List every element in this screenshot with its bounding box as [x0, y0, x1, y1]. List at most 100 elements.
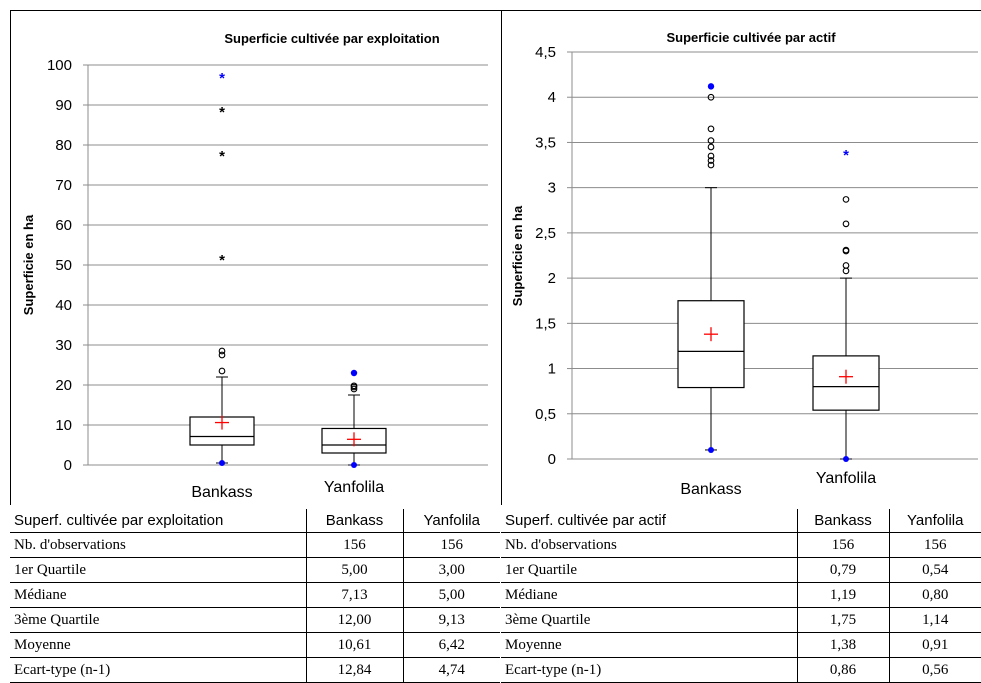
- x-category-label: Yanfolila: [816, 470, 876, 487]
- y-tick-label: 60: [55, 217, 72, 234]
- x-category-label: Yanfolila: [324, 479, 384, 496]
- y-tick-label: 0: [548, 451, 556, 468]
- row-label: Moyenne: [10, 632, 306, 658]
- row-value: 156: [402, 532, 500, 558]
- iqr-box: [677, 300, 745, 389]
- outlier-point: [707, 137, 715, 144]
- min-marker: [708, 446, 714, 453]
- y-tick-label: 3,5: [535, 134, 556, 151]
- table-row: Nb. d'observations 156 156: [10, 532, 500, 558]
- extreme-outlier-point: *: [219, 104, 225, 121]
- y-tick-label: 80: [55, 137, 72, 154]
- y-tick-label: 4,5: [535, 44, 556, 61]
- outlier-point: [842, 246, 850, 254]
- outlier-point: [707, 157, 715, 164]
- y-tick-label: 90: [55, 97, 72, 114]
- y-tick-label: 2,5: [535, 225, 556, 242]
- x-category-label: Bankass: [191, 484, 252, 501]
- row-value: 9,13: [402, 607, 500, 633]
- table-header-label: Superf. cultivée par actif: [501, 509, 797, 533]
- stats-table-actif: Superf. cultivée par actif Bankass Yanfoli…: [501, 509, 981, 683]
- table-header-label: Superf. cultivée par exploitation: [10, 509, 306, 533]
- min-marker: [219, 460, 225, 466]
- outlier-point: [350, 385, 358, 393]
- table-row: 3ème Quartile 1,75 1,14: [501, 607, 981, 633]
- row-value: 1,38: [796, 632, 889, 658]
- outlier-point: [842, 267, 850, 275]
- table-row: Nb. d'observations 156 156: [501, 532, 981, 558]
- outlier-point: [707, 143, 715, 151]
- chart-title: Superficie cultivée par exploitation: [224, 31, 439, 46]
- row-value: 156: [796, 532, 889, 558]
- y-tick-label: 40: [55, 297, 72, 314]
- outlier-point: [218, 351, 226, 359]
- y-tick-label: 30: [55, 337, 72, 354]
- stats-table-exploitation: Superf. cultivée par exploitation Bankass…: [10, 509, 500, 683]
- outlier-point: [842, 262, 850, 269]
- y-tick-label: 1: [548, 361, 556, 378]
- outlier-point: [350, 382, 358, 390]
- max-marker: [350, 369, 358, 377]
- y-tick-label: 1,5: [535, 315, 556, 332]
- y-tick-label: 0,5: [535, 406, 556, 423]
- row-value: 0,91: [888, 632, 981, 658]
- row-label: Nb. d'observations: [10, 532, 306, 558]
- table-header-column: Bankass: [305, 509, 403, 533]
- row-value: 7,13: [305, 582, 403, 608]
- row-value: 5,00: [402, 582, 500, 608]
- row-value: 10,61: [305, 632, 403, 658]
- min-marker: [351, 462, 357, 468]
- chart-actif: 0 0,5 1 1,5 2 2,5 3 3,5 4 4,5 Superficie cultivée …: [510, 30, 978, 498]
- table-row: 1er Quartile 5,00 3,00: [10, 557, 500, 583]
- outlier-point: [842, 220, 850, 228]
- y-tick-label: 4: [548, 89, 556, 106]
- table-header-row: Superf. cultivée par actif Bankass Yanfoli…: [501, 509, 981, 533]
- y-tick-label: 100: [47, 57, 72, 74]
- row-label: 3ème Quartile: [501, 607, 797, 633]
- outlier-point: [842, 196, 850, 203]
- row-value: 0,79: [796, 557, 889, 583]
- table-row: Médiane 7,13 5,00: [10, 582, 500, 608]
- row-label: Moyenne: [501, 632, 797, 658]
- row-value: 0,54: [888, 557, 981, 583]
- y-tick-label: 10: [55, 417, 72, 434]
- row-value: 1,19: [796, 582, 889, 608]
- chart-exploitation: 0 10 20 30 40 50 60 70 80 90 100 Superficie cultivé…: [21, 31, 488, 501]
- outlier-point: [218, 367, 226, 375]
- row-value: 12,00: [305, 607, 403, 633]
- y-axis-label: Superficie en ha: [21, 214, 36, 315]
- y-tick-label: 50: [55, 257, 72, 274]
- table-row: 3ème Quartile 12,00 9,13: [10, 607, 500, 633]
- row-value: 1,14: [888, 607, 981, 633]
- table-header-column: Yanfolila: [888, 509, 981, 533]
- extreme-outlier-point: *: [219, 148, 225, 165]
- table-row: 1er Quartile 0,79 0,54: [501, 557, 981, 583]
- row-label: 1er Quartile: [501, 557, 797, 583]
- row-value: 3,00: [402, 557, 500, 583]
- max-marker: *: [843, 147, 849, 164]
- y-tick-label: 0: [64, 457, 72, 474]
- y-tick-label: 20: [55, 377, 72, 394]
- row-value: 1,75: [796, 607, 889, 633]
- min-marker: [843, 456, 849, 462]
- row-label: Médiane: [501, 582, 797, 608]
- x-category-label: Bankass: [680, 481, 741, 498]
- chart-title: Superficie cultivée par actif: [666, 30, 836, 45]
- outlier-point: [707, 161, 715, 169]
- row-label: 3ème Quartile: [10, 607, 306, 633]
- box-yanfolila: [321, 369, 387, 468]
- row-label: 1er Quartile: [10, 557, 306, 583]
- row-value: 156: [888, 532, 981, 558]
- table-row: Médiane 1,19 0,80: [501, 582, 981, 608]
- row-value: 6,42: [402, 632, 500, 658]
- row-label: Nb. d'observations: [501, 532, 797, 558]
- outlier-point: [707, 152, 715, 160]
- max-marker: [707, 83, 715, 90]
- outlier-point: [707, 93, 715, 101]
- table-header-column: Yanfolila: [402, 509, 500, 533]
- y-axis-label: Superficie en ha: [510, 205, 525, 306]
- extreme-outlier-point: *: [219, 252, 225, 269]
- box-yanfolila: *: [812, 147, 880, 462]
- table-row: Moyenne 1,38 0,91: [501, 632, 981, 658]
- box-bankass: [677, 83, 745, 453]
